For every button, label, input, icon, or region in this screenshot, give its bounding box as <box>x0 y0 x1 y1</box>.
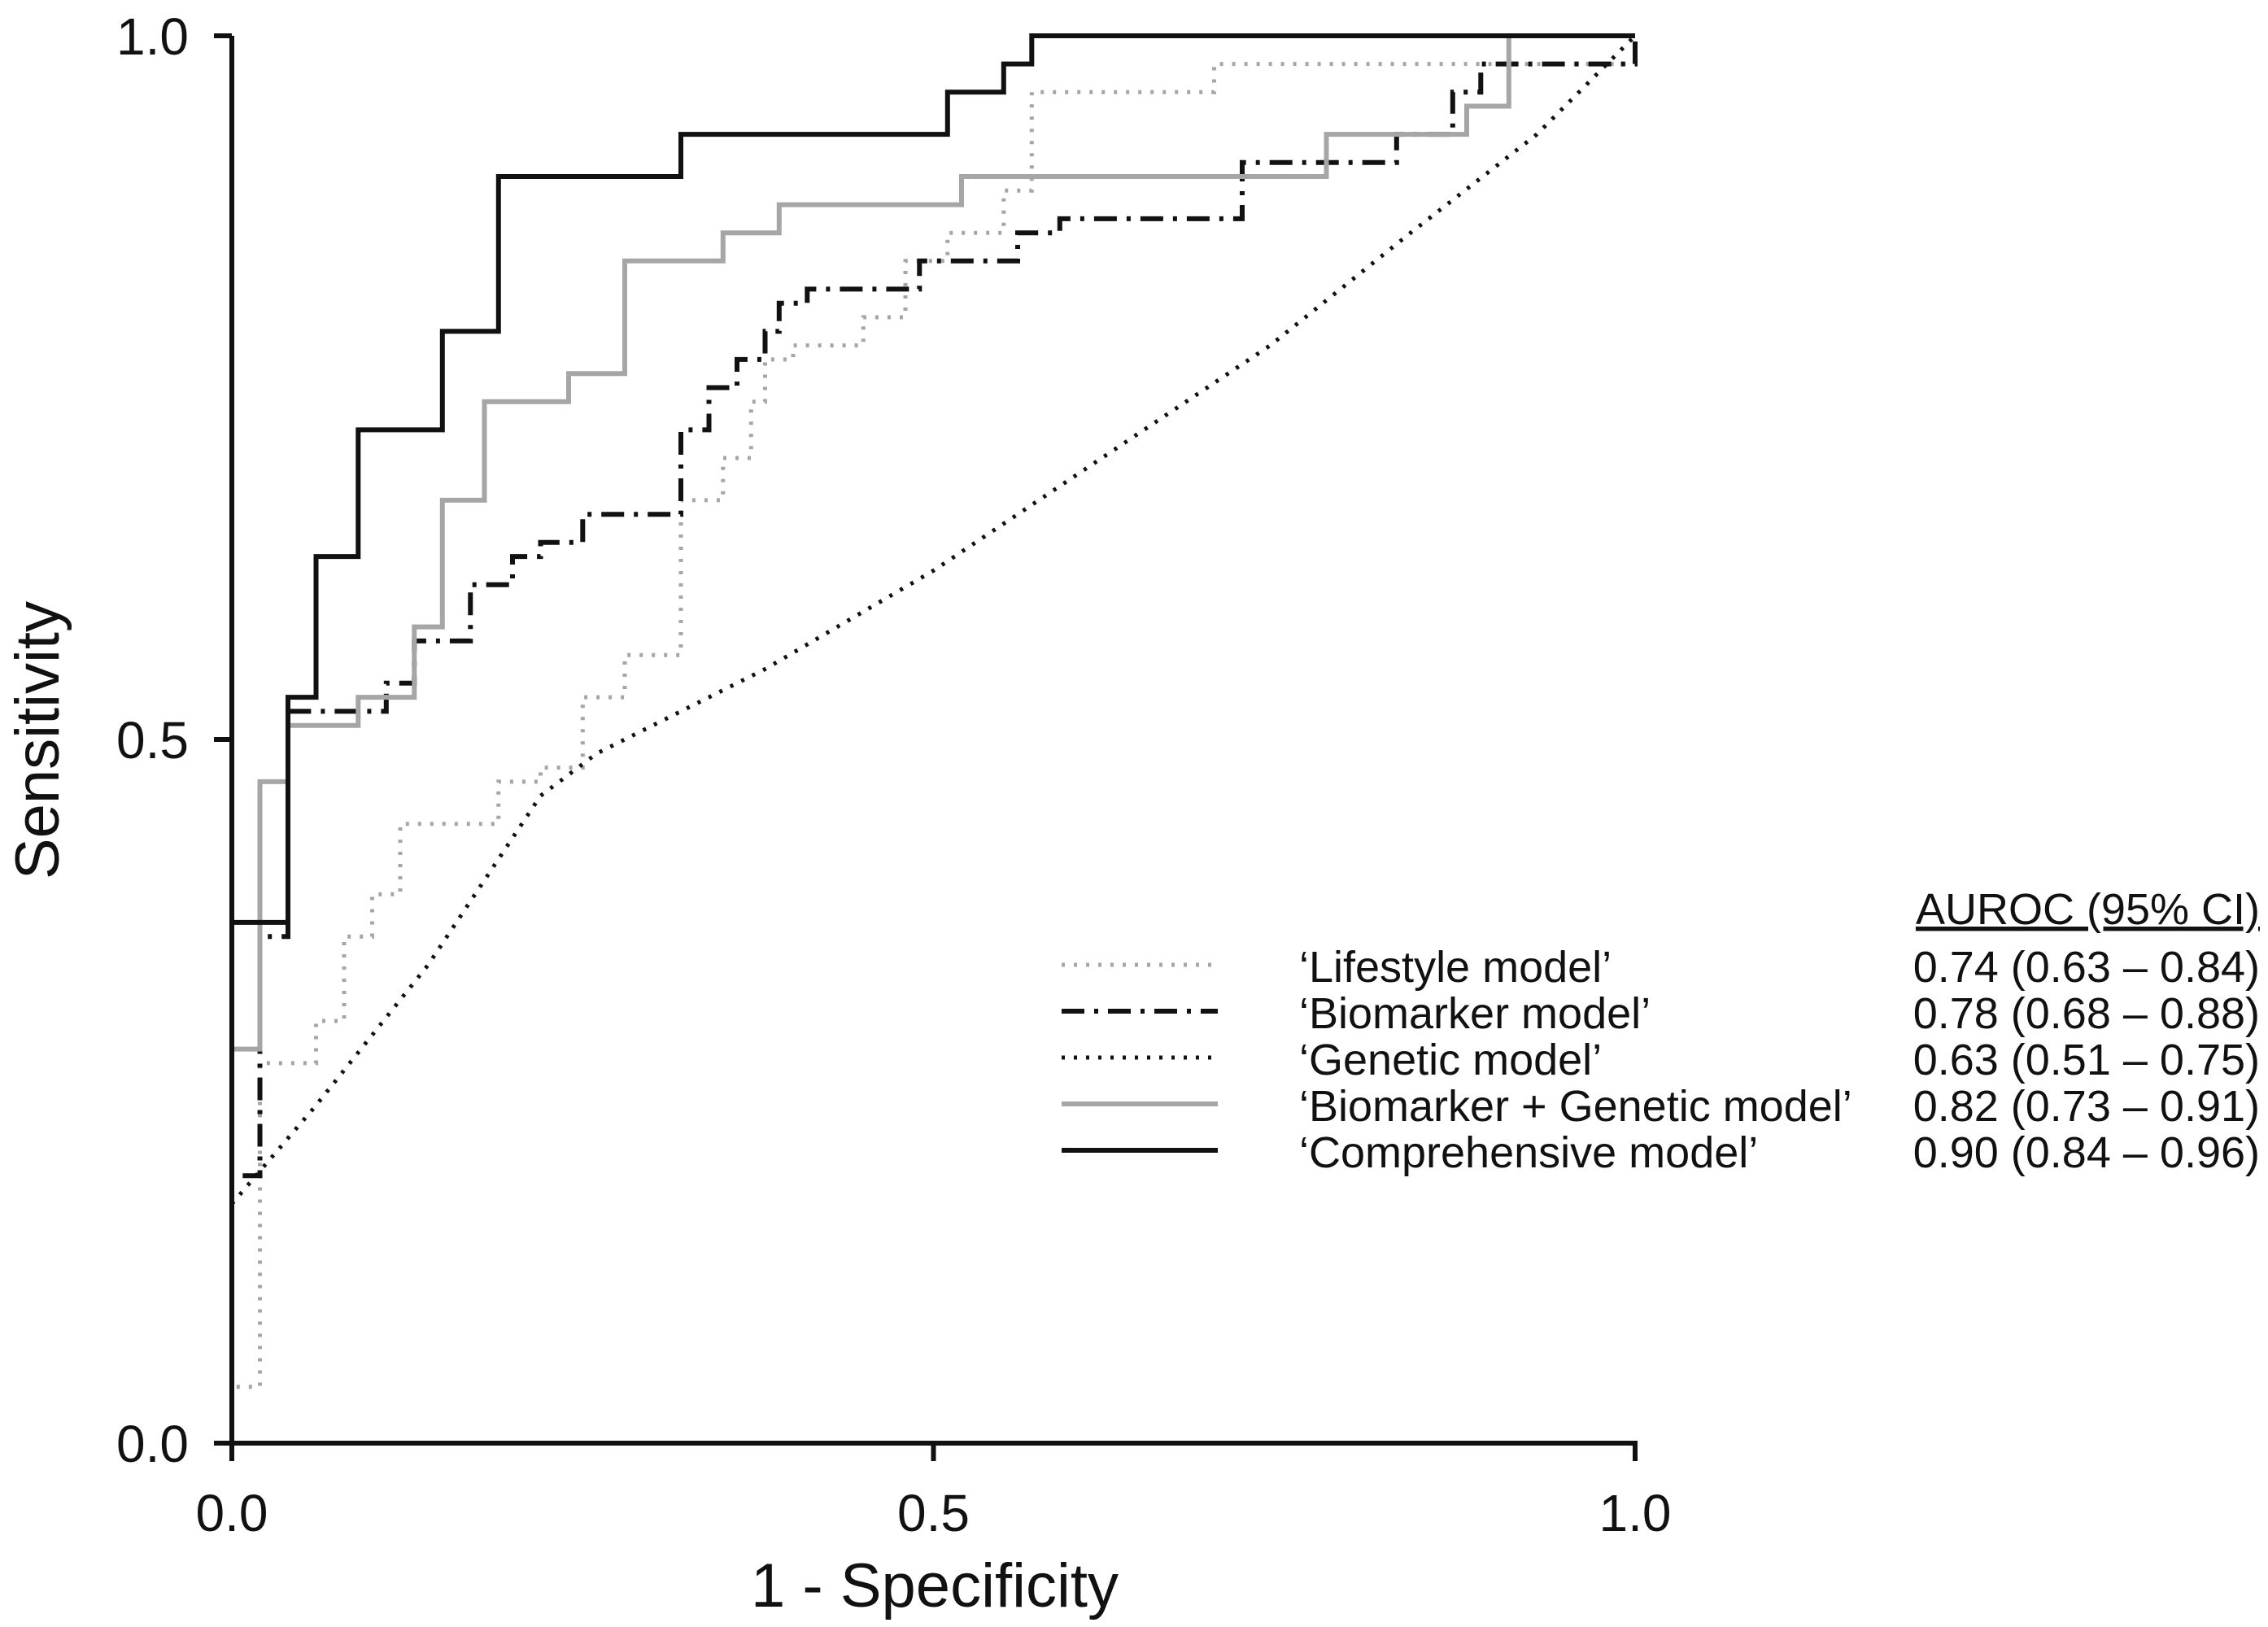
legend-auroc-genetic: 0.63 (0.51 – 0.75) <box>1913 1036 2260 1084</box>
legend-label-biomarker: ‘Biomarker model’ <box>1299 989 1651 1038</box>
y-tick-label: 0.5 <box>116 711 189 770</box>
series-line-biomarker_genetic <box>229 33 1635 1443</box>
legend-auroc-biomarker: 0.78 (0.68 – 0.88) <box>1913 989 2260 1038</box>
legend-label-biomarker_genetic: ‘Biomarker + Genetic model’ <box>1299 1082 1852 1131</box>
legend-label-lifestyle: ‘Lifestyle model’ <box>1299 943 1612 992</box>
series-line-biomarker <box>229 36 1638 1443</box>
axes <box>229 36 1638 1446</box>
series-line-genetic <box>230 34 1637 1206</box>
y-tick-label: 1.0 <box>116 7 189 66</box>
y-axis-title: Sensitivity <box>3 601 72 879</box>
legend-auroc-header: AUROC (95% CI) <box>1916 885 2260 934</box>
legend-auroc-comprehensive: 0.90 (0.84 – 0.96) <box>1913 1128 2260 1177</box>
y-tick-label: 0.0 <box>116 1415 189 1473</box>
legend-label-comprehensive: ‘Comprehensive model’ <box>1299 1128 1758 1177</box>
x-ticks: 0.0 0.5 1.0 <box>196 1443 1672 1542</box>
x-tick-label: 1.0 <box>1599 1484 1672 1542</box>
y-ticks: 0.0 0.5 1.0 <box>116 7 232 1473</box>
x-tick-label: 0.5 <box>897 1484 970 1542</box>
legend-auroc-lifestyle: 0.74 (0.63 – 0.84) <box>1913 943 2260 992</box>
legend-auroc-biomarker_genetic: 0.82 (0.73 – 0.91) <box>1913 1082 2260 1131</box>
legend: AUROC (95% CI) ‘Lifestyle model’ 0.74 (0.… <box>1062 885 2260 1177</box>
series-line-comprehensive <box>229 33 1635 1443</box>
x-tick-label: 0.0 <box>196 1484 268 1542</box>
legend-label-genetic: ‘Genetic model’ <box>1299 1036 1602 1084</box>
plot-lines <box>229 33 1638 1443</box>
x-axis-title: 1 - Specificity <box>751 1551 1119 1620</box>
series-line-lifestyle <box>229 62 1635 1443</box>
